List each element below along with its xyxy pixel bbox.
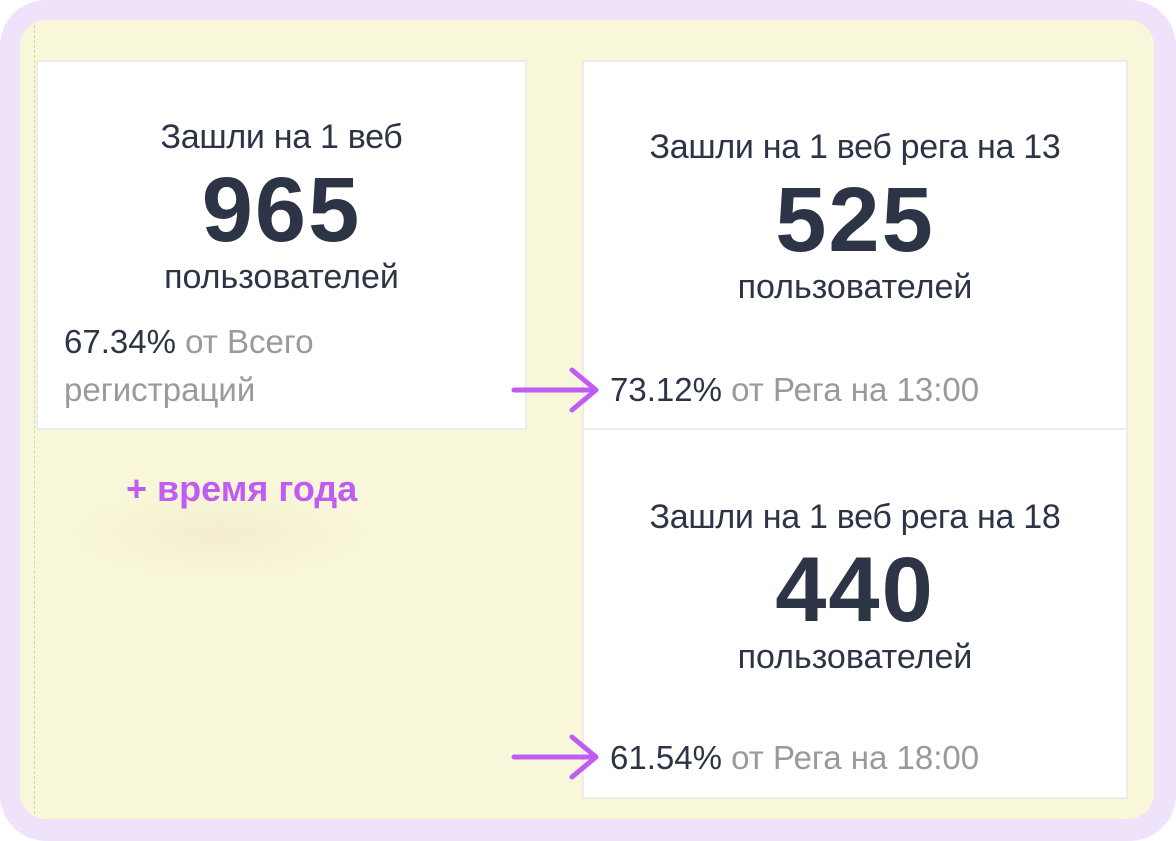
card-footnote: 73.12% от Рега на 13:00: [610, 366, 979, 414]
card-footnote: 67.34% от Всего регистраций: [64, 318, 364, 414]
card-title: Зашли на 1 веб рега на 13: [649, 128, 1061, 166]
stat-card-total: Зашли на 1 веб 965 пользователей 67.34% …: [36, 60, 527, 430]
card-caption: от Всего регистраций: [64, 323, 314, 408]
annotation-note: + время года: [126, 468, 358, 509]
card-percent: 67.34%: [64, 323, 176, 360]
dashboard-canvas: Зашли на 1 веб 965 пользователей 67.34% …: [20, 20, 1154, 819]
card-percent: 61.54%: [610, 739, 722, 776]
arrow-right-icon: [511, 367, 599, 413]
card-title: Зашли на 1 веб: [160, 118, 403, 156]
stat-card-reg-18: Зашли на 1 веб рега на 18 440 пользовате…: [582, 428, 1128, 799]
card-unit: пользователей: [737, 268, 973, 306]
guide-line: [34, 20, 35, 819]
card-unit: пользователей: [737, 638, 973, 676]
card-value: 525: [775, 169, 935, 271]
card-value: 440: [775, 539, 935, 641]
card-caption: от Рега на 18:00: [731, 739, 980, 776]
arrow-right-icon: [511, 734, 599, 780]
card-value: 965: [201, 159, 362, 261]
card-unit: пользователей: [164, 258, 399, 296]
card-footnote: 61.54% от Рега на 18:00: [610, 734, 979, 782]
card-title: Зашли на 1 веб рега на 18: [649, 498, 1061, 536]
stat-card-reg-13: Зашли на 1 веб рега на 13 525 пользовате…: [582, 60, 1128, 430]
blurred-note-background: [70, 488, 370, 578]
card-percent: 73.12%: [610, 371, 722, 408]
card-caption: от Рега на 13:00: [731, 371, 980, 408]
